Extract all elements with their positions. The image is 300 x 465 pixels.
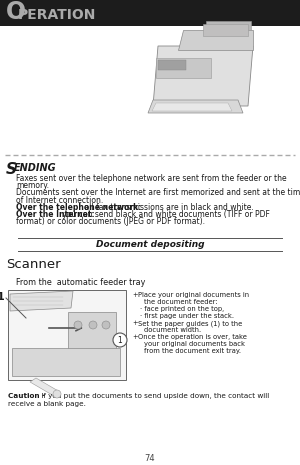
- Text: From the  automatic feeder tray: From the automatic feeder tray: [16, 278, 146, 287]
- FancyBboxPatch shape: [156, 58, 211, 78]
- FancyBboxPatch shape: [158, 60, 186, 70]
- Text: the document feeder:: the document feeder:: [144, 299, 218, 305]
- Text: all fax transmissions are in black and white.: all fax transmissions are in black and w…: [82, 203, 254, 212]
- Circle shape: [74, 321, 82, 329]
- Text: PERATION: PERATION: [18, 8, 96, 22]
- Text: Documents sent over the Internet are first memorized and sent at the time: Documents sent over the Internet are fir…: [16, 188, 300, 198]
- Polygon shape: [206, 21, 251, 30]
- Polygon shape: [178, 30, 253, 50]
- Text: Over the Internet:: Over the Internet:: [16, 210, 95, 219]
- Text: of Internet connection.: of Internet connection.: [16, 196, 103, 205]
- Text: Place your original documents in: Place your original documents in: [138, 292, 249, 298]
- Polygon shape: [10, 291, 73, 311]
- Text: If you put the documents to send upside down, the contact will: If you put the documents to send upside …: [39, 393, 269, 399]
- Text: from the document exit tray.: from the document exit tray.: [144, 348, 241, 354]
- Polygon shape: [148, 100, 243, 113]
- Text: document width.: document width.: [144, 327, 201, 333]
- Circle shape: [102, 321, 110, 329]
- Text: Scanner: Scanner: [6, 258, 61, 271]
- Text: format) or color documents (JPEG or PDF format).: format) or color documents (JPEG or PDF …: [16, 217, 205, 226]
- Circle shape: [53, 390, 61, 398]
- Text: 1: 1: [0, 292, 4, 302]
- Text: Over the telephone network:: Over the telephone network:: [16, 203, 141, 212]
- Text: · first page under the stack.: · first page under the stack.: [140, 313, 234, 319]
- Text: Set the paper guides (1) to the: Set the paper guides (1) to the: [138, 320, 242, 326]
- Text: Caution -: Caution -: [8, 393, 45, 399]
- Text: Once the operation is over, take: Once the operation is over, take: [138, 334, 247, 340]
- Text: 74: 74: [145, 454, 155, 463]
- Text: O: O: [6, 0, 26, 24]
- Circle shape: [89, 321, 97, 329]
- Bar: [0, 0, 300, 26]
- Text: +: +: [132, 320, 137, 326]
- Polygon shape: [153, 46, 253, 106]
- Text: you can send black and white documents (TIFF or PDF: you can send black and white documents (…: [60, 210, 270, 219]
- Text: · face printed on the top,: · face printed on the top,: [140, 306, 224, 312]
- Text: S: S: [6, 162, 17, 177]
- Polygon shape: [203, 24, 248, 36]
- FancyBboxPatch shape: [68, 312, 116, 350]
- Text: +: +: [132, 334, 137, 340]
- Text: ENDING: ENDING: [14, 163, 57, 173]
- Text: +: +: [132, 292, 137, 298]
- Polygon shape: [152, 103, 232, 111]
- Text: Document depositing: Document depositing: [96, 240, 204, 249]
- FancyBboxPatch shape: [12, 348, 120, 376]
- Text: memory.: memory.: [16, 181, 49, 190]
- Circle shape: [113, 333, 127, 347]
- FancyBboxPatch shape: [8, 290, 126, 380]
- Text: 1: 1: [118, 336, 122, 345]
- Polygon shape: [30, 378, 60, 396]
- Text: Faxes sent over the telephone network are sent from the feeder or the: Faxes sent over the telephone network ar…: [16, 174, 286, 183]
- Text: receive a blank page.: receive a blank page.: [8, 400, 86, 406]
- Text: your original documents back: your original documents back: [144, 341, 245, 347]
